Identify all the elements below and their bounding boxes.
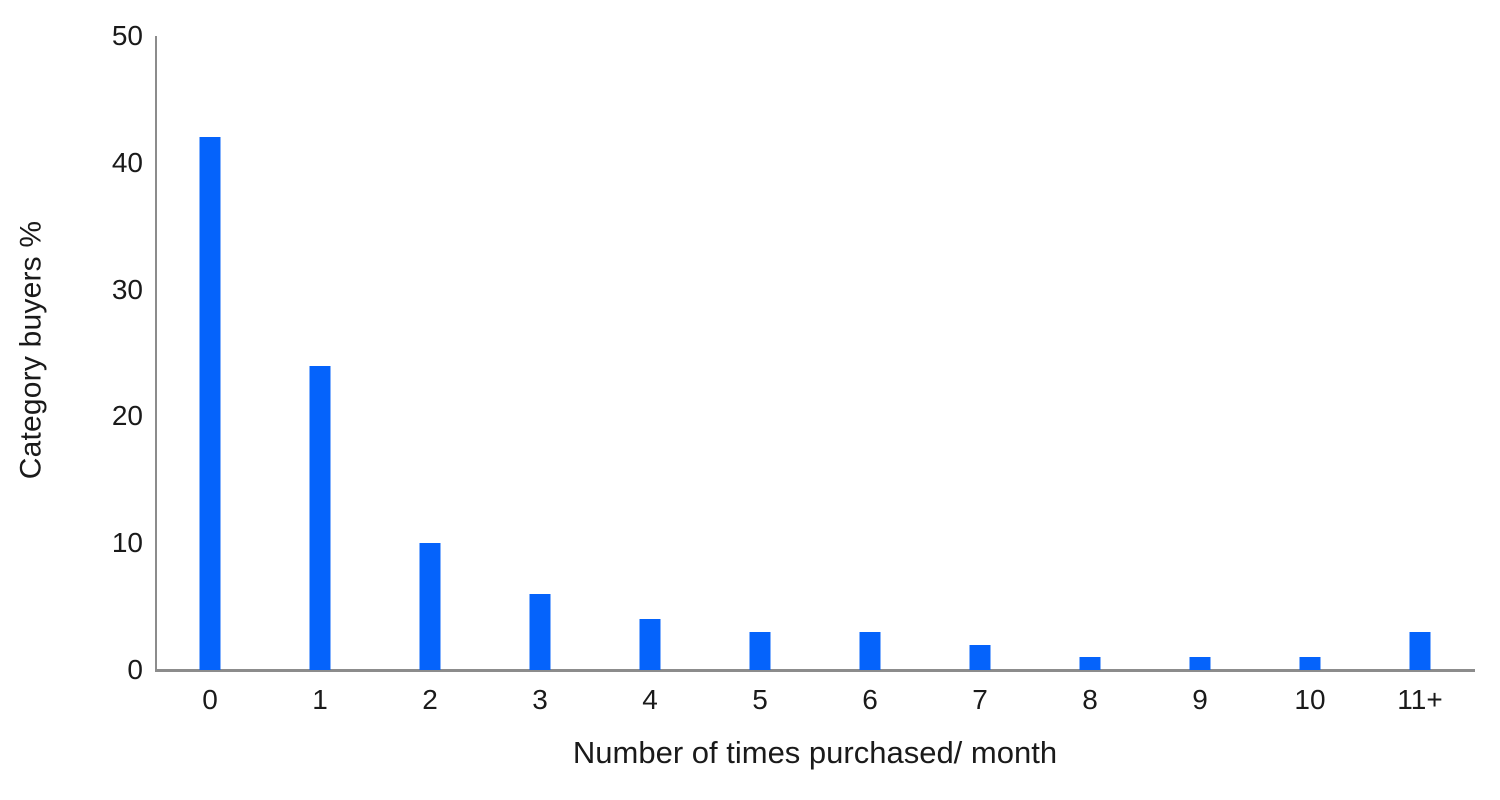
x-axis-tick-label: 11+: [1397, 684, 1443, 715]
x-axis-tick-label: 4: [642, 684, 658, 715]
bar-slot: [1145, 36, 1255, 670]
bar[interactable]: [1189, 657, 1211, 670]
bar[interactable]: [749, 631, 771, 670]
y-axis-tick-label: 50: [111, 20, 143, 51]
bar-slot: [1365, 36, 1475, 670]
bar-slot: [155, 36, 265, 670]
bar[interactable]: [419, 543, 441, 670]
bar[interactable]: [1409, 631, 1431, 670]
y-axis-tick-label: 10: [111, 527, 143, 559]
bar-slot: [595, 36, 705, 670]
bar-slot: [705, 36, 815, 670]
bar-slot: [925, 36, 1035, 670]
bar[interactable]: [639, 619, 661, 670]
x-axis-tick-label: 1: [312, 684, 328, 715]
x-axis-tick-label: 2: [422, 684, 438, 715]
x-axis-tick-label: 3: [532, 684, 548, 715]
bar[interactable]: [199, 137, 221, 670]
bar[interactable]: [1079, 657, 1101, 670]
x-axis-tick-label: 5: [752, 684, 768, 715]
bar[interactable]: [309, 365, 331, 670]
x-axis-title: Number of times purchased/ month: [572, 735, 1058, 770]
x-axis-tick-label: 9: [1192, 684, 1208, 715]
x-axis-line: [155, 669, 1475, 672]
bar[interactable]: [529, 593, 551, 670]
x-axis-tick-label: 8: [1082, 684, 1098, 715]
bar-slot: [485, 36, 595, 670]
bar-slot: [265, 36, 375, 670]
y-axis-title-label: Category buyers %: [14, 220, 47, 480]
x-axis-tick-label: 0: [202, 684, 218, 715]
y-axis-tick-label: 30: [111, 273, 143, 305]
x-axis-tick-label: 6: [862, 684, 878, 715]
bar[interactable]: [969, 644, 991, 670]
y-axis-tick-label: 40: [111, 146, 143, 178]
bar-slot: [1255, 36, 1365, 670]
x-axis-tick-label: 10: [1294, 684, 1326, 715]
y-axis-tick-label: 20: [111, 400, 143, 432]
y-axis-title: Category buyers %: [0, 0, 62, 700]
x-axis-tick-label: 7: [972, 684, 988, 715]
y-axis-tick-labels: 0 10 20 30 40 50: [63, 0, 143, 800]
x-axis-tick-labels: 0 1 2 3 4 5 6 7 8 9 10 11+: [155, 684, 1475, 730]
y-axis-tick-label: 0: [127, 654, 143, 685]
bar-slot: [1035, 36, 1145, 670]
bar-slot: [815, 36, 925, 670]
y-axis-line: [155, 36, 157, 671]
bars-layer: [155, 36, 1475, 670]
bar[interactable]: [1299, 657, 1321, 670]
bar[interactable]: [859, 631, 881, 670]
bar-slot: [375, 36, 485, 670]
